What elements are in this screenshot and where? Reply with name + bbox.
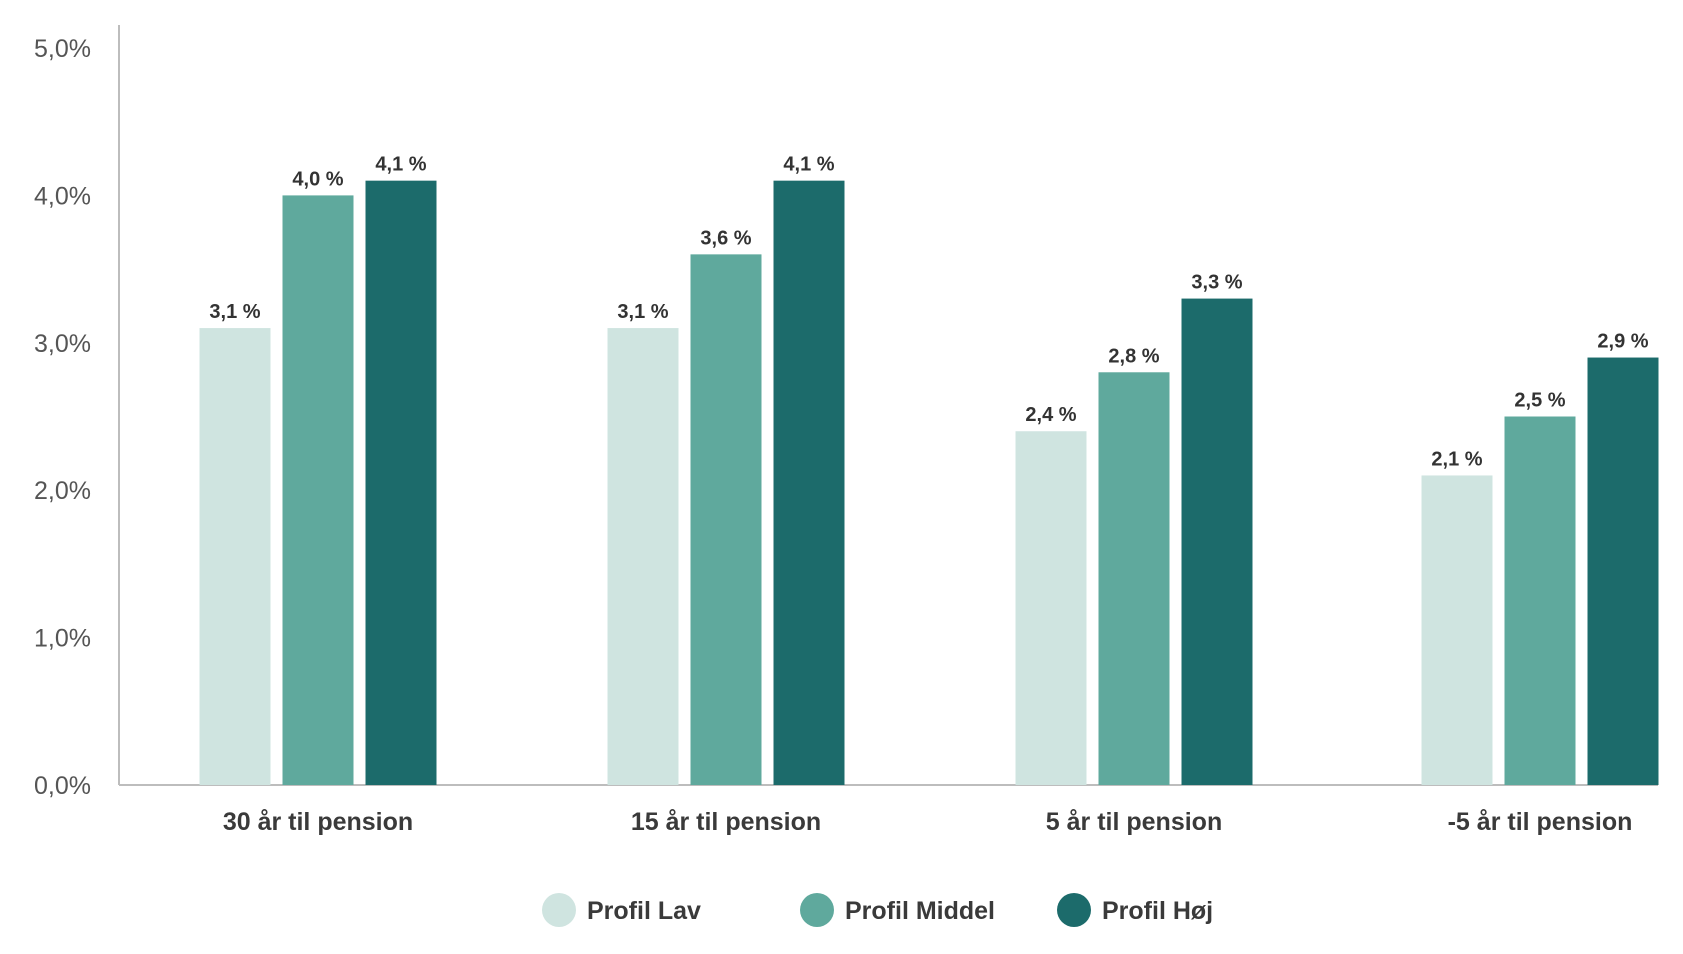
legend-label: Profil Middel: [845, 897, 995, 925]
data-label: 4,1 %: [783, 154, 834, 176]
legend-swatch: [542, 893, 576, 927]
legend-swatch: [1057, 893, 1091, 927]
bar-profil-høj: [1587, 357, 1659, 785]
data-label: 2,4 %: [1025, 404, 1076, 426]
data-label: 2,5 %: [1514, 390, 1565, 412]
bar-profil-høj: [773, 180, 845, 785]
data-label: 3,6 %: [700, 227, 751, 249]
data-label: 2,1 %: [1431, 448, 1482, 470]
bar-profil-middel: [1098, 372, 1170, 785]
data-label: 3,1 %: [209, 301, 260, 323]
y-tick-label: 0,0%: [34, 772, 91, 800]
x-tick-label: 15 år til pension: [631, 808, 821, 836]
bar-profil-middel: [1504, 416, 1576, 785]
bar-profil-høj: [365, 180, 437, 785]
bar-profil-lav: [1015, 431, 1087, 785]
bar-profil-lav: [1421, 475, 1493, 785]
x-tick-label: 30 år til pension: [223, 808, 413, 836]
bar-profil-lav: [607, 328, 679, 785]
bar-profil-lav: [199, 328, 271, 785]
bar-profil-middel: [690, 254, 762, 786]
x-tick-label: -5 år til pension: [1448, 808, 1633, 836]
legend-label: Profil Høj: [1102, 897, 1213, 925]
y-tick-label: 1,0%: [34, 625, 91, 653]
y-tick-label: 3,0%: [34, 330, 91, 358]
y-tick-label: 2,0%: [34, 477, 91, 505]
data-label: 3,3 %: [1191, 272, 1242, 294]
y-tick-label: 5,0%: [34, 35, 91, 63]
data-label: 4,0 %: [292, 168, 343, 190]
legend-swatch: [800, 893, 834, 927]
bar-profil-høj: [1181, 298, 1253, 785]
legend-label: Profil Lav: [587, 897, 701, 925]
x-tick-label: 5 år til pension: [1046, 808, 1222, 836]
data-label: 3,1 %: [617, 301, 668, 323]
bar-profil-middel: [282, 195, 354, 785]
y-tick-label: 4,0%: [34, 182, 91, 210]
data-label: 2,8 %: [1108, 345, 1159, 367]
data-label: 4,1 %: [375, 154, 426, 176]
data-label: 2,9 %: [1597, 331, 1648, 353]
